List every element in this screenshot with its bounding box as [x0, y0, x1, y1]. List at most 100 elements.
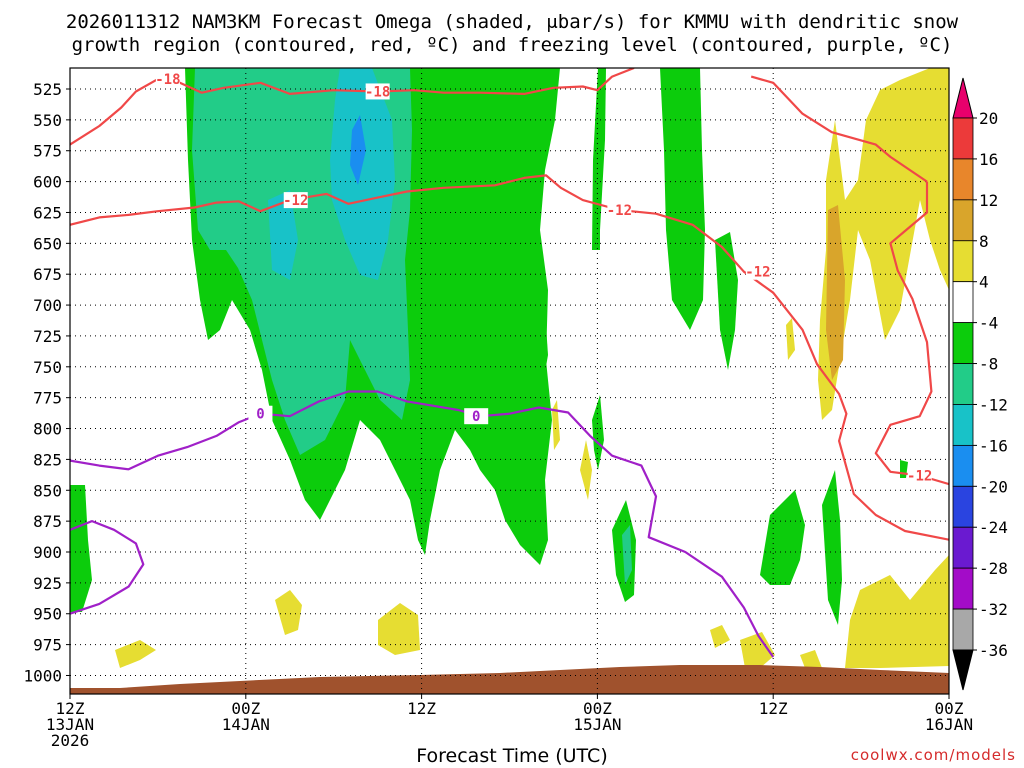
- omega-fill-cyan: [330, 68, 395, 280]
- colorbar-label: 16: [979, 150, 998, 169]
- contour-label-bg: [248, 405, 273, 422]
- y-tick-label: 875: [33, 512, 62, 531]
- y-tick-label: 925: [33, 574, 62, 593]
- omega-fill-yellow-small1: [275, 590, 302, 635]
- x-axis-title: Forecast Time (UTC): [416, 745, 608, 767]
- omega-fill-green-mid2: [592, 395, 604, 470]
- omega-fill-yellow-small2: [378, 603, 420, 655]
- colorbar-bin: [952, 117, 974, 160]
- omega-fill-green-right3: [715, 232, 738, 370]
- colorbar-label: -36: [979, 641, 1008, 660]
- y-tick-label: 525: [33, 80, 62, 99]
- x-tick-label: 15JAN: [573, 715, 621, 734]
- colorbar-label: -8: [979, 355, 998, 374]
- colorbar-bin: [952, 158, 974, 201]
- y-tick-label: 900: [33, 543, 62, 562]
- contour-label-bg: [365, 83, 390, 100]
- x-tick-label: 12Z: [407, 699, 436, 718]
- colorbar-label: -16: [979, 436, 1008, 455]
- y-tick-label: 600: [33, 173, 62, 192]
- contour-line: [750, 75, 928, 183]
- contour-label: -12: [745, 265, 770, 281]
- omega-fill-yellow-small7: [580, 440, 592, 500]
- contour-label: -12: [907, 468, 932, 484]
- contour-line: [70, 68, 635, 146]
- x-tick-label: 12Z: [759, 699, 788, 718]
- contour-line: [70, 174, 949, 541]
- omega-shading: [70, 68, 949, 694]
- colorbar-label: -28: [979, 559, 1008, 578]
- colorbar-bin: [952, 567, 974, 610]
- colorbar-label: -12: [979, 395, 1008, 414]
- omega-fill-green-right5: [822, 470, 842, 625]
- colorbar-label: -20: [979, 477, 1008, 496]
- omega-fill-blue: [350, 115, 366, 185]
- omega-fill-yellow-small6: [800, 650, 822, 668]
- contour-labels: -18 -18 -12 -12 -12 -12 0 0: [155, 71, 932, 484]
- x-tick-label: 16JAN: [925, 715, 973, 734]
- colorbar-label: -4: [979, 314, 998, 333]
- colorbar-bin: [952, 526, 974, 569]
- omega-fill-yellow-small9: [786, 318, 795, 360]
- contour-line: [70, 390, 775, 658]
- terrain-fill: [70, 665, 949, 694]
- colorbar: 20 16 12 8 4 -4 -8 -12 -16 -20 -24 -28 -32 -36: [952, 77, 1008, 691]
- x-tick-label: 12Z: [56, 699, 85, 718]
- omega-fill-green-left: [70, 485, 92, 612]
- x-tick-label: 13JAN: [46, 715, 94, 734]
- contour-line: [874, 181, 949, 486]
- contour-label-bg: [607, 201, 632, 218]
- y-tick-label: 650: [33, 234, 62, 253]
- contour-label: 0: [256, 407, 264, 423]
- x-tick-label: 2026: [51, 731, 90, 750]
- x-tick-label: 00Z: [935, 699, 964, 718]
- chart-title-line-2: growth region (contoured, red, ºC) and f…: [71, 34, 953, 56]
- contour-label-bg: [745, 263, 770, 280]
- y-tick-label: 700: [33, 296, 62, 315]
- colorbar-bin: [952, 199, 974, 242]
- contour-label-bg: [907, 467, 932, 484]
- contour-label: -18: [155, 72, 180, 88]
- omega-fill-yellow-main: [818, 68, 949, 420]
- omega-fill-green-right2: [660, 68, 705, 330]
- y-tick-label: 625: [33, 203, 62, 222]
- contour-label: -12: [607, 203, 632, 219]
- omega-fill-yellow-lower: [845, 555, 949, 668]
- y-tick-label: 725: [33, 327, 62, 346]
- y-tick-label: 550: [33, 111, 62, 130]
- y-tick-label: 850: [33, 481, 62, 500]
- contours: [70, 68, 949, 658]
- colorbar-label: 4: [979, 273, 989, 292]
- omega-fill-green-right4: [760, 490, 805, 585]
- y-tick-label: 950: [33, 605, 62, 624]
- colorbar-bin: [952, 444, 974, 487]
- colorbar-bin: [952, 240, 974, 283]
- contour-label: -18: [365, 84, 390, 100]
- colorbar-label: 20: [979, 109, 998, 128]
- y-tick-label: 575: [33, 142, 62, 161]
- colorbar-bottom-triangle: [952, 649, 974, 691]
- y-tick-label: 1000: [23, 666, 62, 685]
- colorbar-bin: [952, 404, 974, 446]
- colorbar-bin: [952, 363, 974, 405]
- colorbar-label: 12: [979, 191, 998, 210]
- omega-fill-yellow-small4: [710, 625, 730, 648]
- omega-fill-tealgreen-right: [622, 525, 632, 585]
- plot-area: -18 -18 -12 -12 -12 -12 0 0: [69, 67, 950, 695]
- colorbar-bin: [952, 281, 974, 324]
- colorbar-bin: [952, 608, 974, 651]
- y-axis: 525 550 575 600 625 650 675 700 725 750 775 800 825 8…: [23, 80, 70, 685]
- chart-title-line-1: 2026011312 NAM3KM Forecast Omega (shaded…: [65, 11, 959, 33]
- x-tick-label: 14JAN: [222, 715, 270, 734]
- x-tick-label: 00Z: [231, 699, 260, 718]
- omega-fill-yellow-small8: [552, 400, 560, 450]
- contour-label-bg: [464, 408, 489, 425]
- y-tick-label: 825: [33, 450, 62, 469]
- colorbar-bin: [952, 485, 974, 528]
- credit-text[interactable]: coolwx.com/models: [850, 746, 1016, 764]
- contour-label: -12: [283, 193, 308, 209]
- colorbar-label: 8: [979, 232, 989, 251]
- contour-line: [70, 520, 145, 615]
- colorbar-bin: [952, 322, 974, 364]
